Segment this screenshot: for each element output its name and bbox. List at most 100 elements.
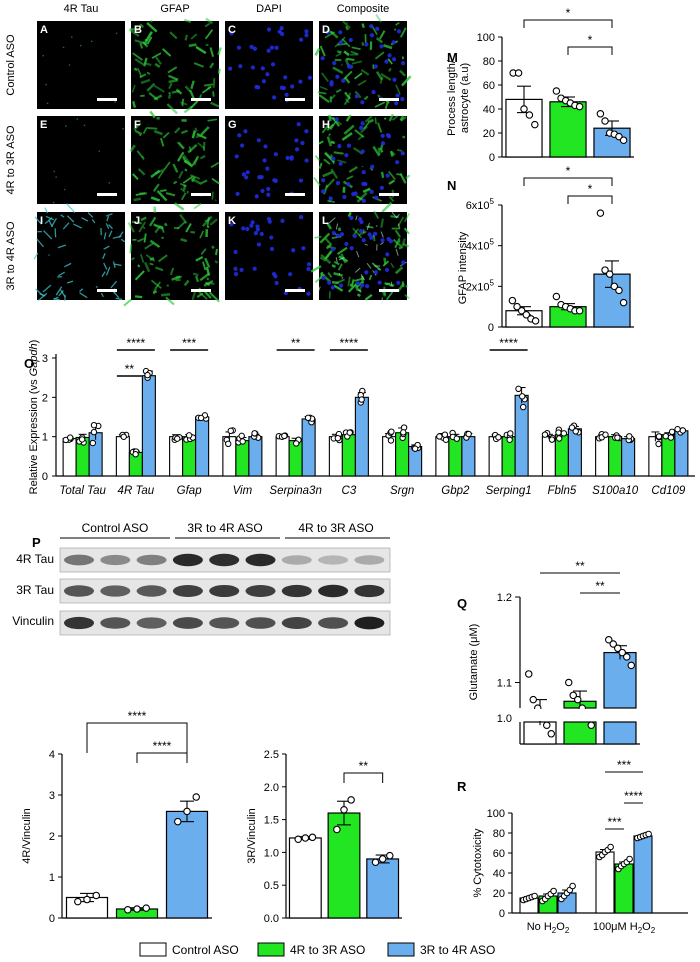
dapi-nucleus	[373, 231, 378, 236]
gfap-fiber	[138, 134, 142, 137]
tau-fiber	[42, 284, 52, 293]
gfap-fiber	[318, 140, 324, 145]
gfap-fiber	[333, 151, 344, 155]
tau-fiber	[101, 271, 106, 278]
dapi-nucleus	[364, 270, 369, 275]
y-tick-label: 40	[483, 104, 495, 116]
gfap-fiber	[319, 85, 328, 91]
dapi-nucleus	[344, 153, 349, 158]
bar	[608, 436, 623, 477]
data-point	[74, 897, 82, 906]
tau-signal	[79, 44, 82, 47]
panel-letter: F	[134, 119, 141, 131]
y-tick-label: 4x105	[466, 238, 495, 253]
dapi-nucleus	[341, 78, 346, 83]
gfap-fiber	[183, 18, 192, 24]
gfap-fiber	[155, 266, 164, 272]
micrograph-panel: B	[128, 17, 222, 115]
gfap-fiber	[195, 275, 200, 283]
blot-band	[136, 617, 167, 629]
gfap-fiber	[140, 216, 147, 222]
tau-fiber	[66, 203, 76, 214]
dapi-nucleus	[391, 40, 396, 45]
chart-p-3r: 0.0 0.5 1.0 1.5 2.0 2.5 3R/Vinculin **	[246, 749, 402, 925]
gfap-fiber	[319, 256, 327, 262]
gfap-fiber	[314, 235, 322, 239]
dapi-nucleus	[279, 26, 284, 31]
tau-fiber	[318, 286, 321, 292]
gfap-fiber	[372, 145, 381, 157]
gfap-fiber	[191, 156, 199, 166]
dapi-nucleus	[300, 140, 305, 146]
tau-fiber	[66, 215, 75, 223]
y-tick-label: 0.5	[264, 880, 279, 892]
dapi-nucleus	[266, 192, 271, 197]
blot-band	[209, 584, 240, 598]
blot-band	[318, 584, 349, 598]
gfap-fiber	[328, 114, 332, 122]
tau-fiber	[112, 261, 116, 268]
dapi-nucleus	[294, 147, 300, 152]
y-tick-label: 2	[42, 392, 48, 404]
scale-bar	[285, 289, 305, 292]
gfap-fiber	[405, 174, 411, 180]
scale-bar	[191, 289, 211, 292]
axis-break	[514, 709, 646, 721]
data-point	[602, 431, 609, 438]
data-point	[609, 640, 617, 648]
gfap-fiber	[180, 129, 188, 134]
gfap-fiber	[403, 227, 410, 235]
y-tick-label: 2.5	[264, 749, 279, 761]
scale-bar	[285, 98, 305, 101]
gfap-fiber	[402, 242, 410, 248]
gfap-fiber	[375, 37, 384, 44]
significance-label: ****	[128, 709, 147, 723]
significance-bracket	[136, 752, 188, 763]
gfap-fiber	[133, 67, 138, 72]
data-point	[378, 855, 387, 863]
legend-swatch-3r-to-4r	[387, 942, 415, 957]
dapi-nucleus	[256, 138, 261, 143]
y-tick-label: 20	[493, 888, 505, 900]
data-point	[575, 102, 584, 111]
x-tick-label: Fbln5	[547, 485, 576, 497]
x-tick-subscript: 2	[565, 926, 570, 935]
gfap-fiber	[368, 274, 373, 281]
scale-bar	[379, 289, 399, 292]
dapi-nucleus	[385, 133, 391, 138]
dapi-nucleus	[401, 260, 406, 265]
gfap-fiber	[193, 62, 205, 68]
scale-bar	[191, 193, 211, 196]
data-point	[436, 433, 443, 440]
gfap-fiber	[198, 291, 208, 300]
gfap-fiber	[331, 264, 337, 269]
gfap-fiber	[330, 94, 336, 100]
tau-fiber	[356, 250, 360, 258]
gfap-fiber	[139, 253, 145, 263]
dapi-nucleus	[284, 92, 289, 97]
scale-bar	[97, 98, 117, 101]
dapi-nucleus	[320, 56, 325, 61]
gfap-fiber	[142, 226, 146, 230]
data-point	[400, 429, 407, 436]
dapi-nucleus	[229, 31, 234, 36]
scale-bar	[379, 193, 399, 196]
x-tick-label: Serping1	[486, 485, 532, 497]
bar	[275, 436, 290, 477]
dapi-nucleus	[240, 143, 245, 148]
dapi-nucleus	[361, 198, 366, 203]
gfap-fiber	[197, 142, 206, 150]
legend-label-control: Control ASO	[172, 943, 239, 957]
data-point	[174, 817, 182, 826]
dapi-nucleus	[365, 284, 370, 289]
micrograph-panel: J	[123, 206, 220, 307]
gfap-fiber	[361, 23, 365, 29]
y-axis-label: GFAP intensity	[457, 231, 469, 304]
gfap-fiber	[153, 129, 163, 136]
dapi-nucleus	[391, 57, 397, 62]
dapi-nucleus	[344, 241, 349, 247]
tau-fiber	[64, 262, 72, 268]
gfap-fiber	[360, 68, 370, 76]
gfap-fiber	[133, 197, 142, 202]
gfap-fiber	[335, 88, 342, 93]
